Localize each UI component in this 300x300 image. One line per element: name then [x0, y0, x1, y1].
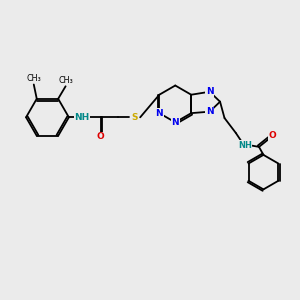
Text: O: O	[97, 132, 104, 141]
Text: O: O	[268, 131, 276, 140]
Text: CH₃: CH₃	[26, 74, 41, 83]
Text: CH₃: CH₃	[58, 76, 73, 85]
Text: N: N	[155, 109, 163, 118]
Text: N: N	[206, 87, 214, 96]
Text: NH: NH	[238, 141, 252, 150]
Text: NH: NH	[75, 113, 90, 122]
Text: N: N	[172, 118, 179, 127]
Text: N: N	[206, 107, 214, 116]
Text: S: S	[132, 113, 138, 122]
